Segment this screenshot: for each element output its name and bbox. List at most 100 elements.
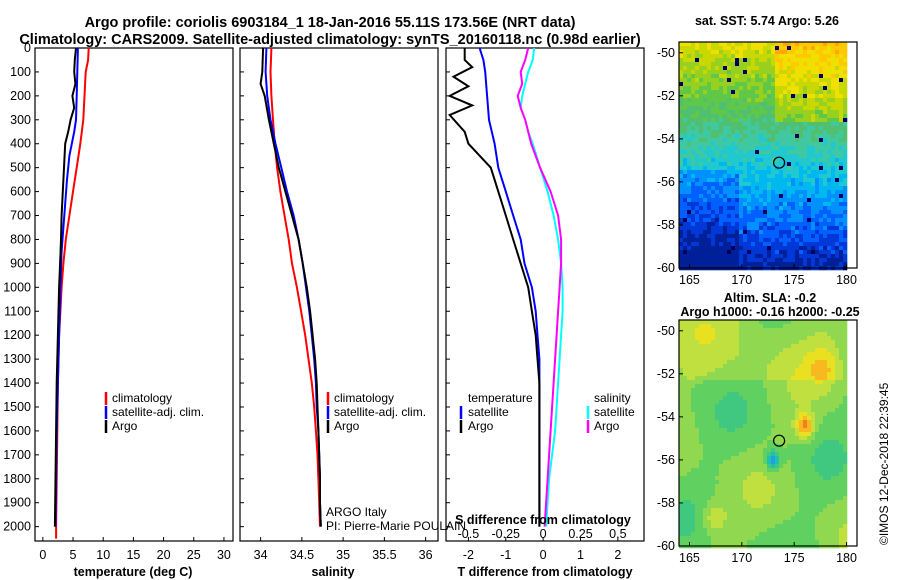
- sla-cell: [739, 528, 744, 533]
- sst-cell: [827, 42, 832, 47]
- sst-cell: [711, 106, 716, 111]
- sla-cell: [715, 528, 720, 533]
- sst-cell: [823, 250, 828, 255]
- sst-cell: [767, 134, 772, 139]
- sla-cell: [795, 536, 800, 541]
- sla-cell: [795, 340, 800, 345]
- sla-cell: [767, 344, 772, 349]
- sla-cell: [747, 512, 752, 517]
- sst-cell: [727, 62, 732, 67]
- sla-cell: [807, 512, 812, 517]
- sla-cell: [695, 444, 700, 449]
- sst-cell: [691, 66, 696, 71]
- sla-cell: [683, 388, 688, 393]
- sst-cell: [811, 94, 816, 99]
- sst-cell: [707, 126, 712, 131]
- sla-cell: [843, 520, 848, 525]
- sst-cell: [715, 178, 720, 183]
- sla-cell: [719, 400, 724, 405]
- sla-cell: [715, 448, 720, 453]
- sst-cell: [691, 46, 696, 51]
- sla-cell: [831, 344, 836, 349]
- sst-cell: [687, 258, 692, 263]
- sst-cell: [695, 258, 700, 263]
- sst-cell: [807, 186, 812, 191]
- temperature-series-group: [53, 47, 90, 539]
- sla-cell: [831, 540, 836, 545]
- sla-cell: [747, 336, 752, 341]
- sst-cell: [695, 150, 700, 155]
- sst-cell: [715, 258, 720, 263]
- sst-cell: [767, 170, 772, 175]
- sst-cell: [791, 106, 796, 111]
- sst-cell: [747, 94, 752, 99]
- sla-cell: [735, 440, 740, 445]
- sst-cell: [687, 230, 692, 235]
- sla-cell: [827, 344, 832, 349]
- sst-cell: [735, 42, 740, 47]
- sla-cell: [767, 456, 772, 461]
- sst-cell: [723, 166, 728, 171]
- sst-cell: [719, 106, 724, 111]
- sst-cell: [683, 226, 688, 231]
- sst-cell: [759, 130, 764, 135]
- sla-cell: [707, 412, 712, 417]
- sla-cell: [711, 332, 716, 337]
- sst-cell: [819, 126, 824, 131]
- sst-cell: [791, 194, 796, 199]
- sla-cell: [723, 508, 728, 513]
- sst-cell: [719, 142, 724, 147]
- sla-cell: [839, 344, 844, 349]
- sla-cell: [743, 496, 748, 501]
- sst-cell: [735, 90, 740, 95]
- sst-cell: [679, 150, 684, 155]
- sst-cell: [751, 158, 756, 163]
- sst-cell: [779, 126, 784, 131]
- sst-cell: [819, 242, 824, 247]
- sst-cell: [747, 166, 752, 171]
- sla-cell: [743, 356, 748, 361]
- sla-cell: [839, 424, 844, 429]
- sst-cell: [723, 226, 728, 231]
- sst-cell: [691, 142, 696, 147]
- sst-cell: [735, 174, 740, 179]
- sst-cell: [711, 82, 716, 87]
- sla-cell: [707, 424, 712, 429]
- sla-cell: [691, 444, 696, 449]
- sla-cell: [835, 460, 840, 465]
- sla-cell: [759, 380, 764, 385]
- sst-cell: [783, 78, 788, 83]
- sst-cell: [755, 62, 760, 67]
- sla-cell: [759, 540, 764, 545]
- sst-cell: [779, 182, 784, 187]
- sla-cell: [711, 476, 716, 481]
- sst-cell: [751, 234, 756, 239]
- sla-cell: [767, 416, 772, 421]
- sst-cell: [795, 146, 800, 151]
- sst-cell: [711, 150, 716, 155]
- sst-cell: [735, 234, 740, 239]
- sst-cell: [743, 94, 748, 99]
- sla-cell: [759, 532, 764, 537]
- sla-cell: [775, 524, 780, 529]
- sla-cell: [799, 444, 804, 449]
- sla-cell: [751, 336, 756, 341]
- sst-cell: [823, 106, 828, 111]
- sla-cell: [719, 320, 724, 325]
- sla-cell: [695, 376, 700, 381]
- sla-cell: [711, 444, 716, 449]
- sla-cell: [815, 532, 820, 537]
- sla-cell: [767, 468, 772, 473]
- sst-cell: [723, 142, 728, 147]
- sla-cell: [719, 508, 724, 513]
- sst-cell: [815, 174, 820, 179]
- sst-cell: [731, 202, 736, 207]
- sst-cell: [803, 106, 808, 111]
- sla-cell: [679, 516, 684, 521]
- sst-cell: [751, 190, 756, 195]
- sla-cell: [835, 412, 840, 417]
- sst-cell: [783, 58, 788, 63]
- sst-cell: [807, 242, 812, 247]
- sla-cell: [679, 368, 684, 373]
- sst-cell: [723, 102, 728, 107]
